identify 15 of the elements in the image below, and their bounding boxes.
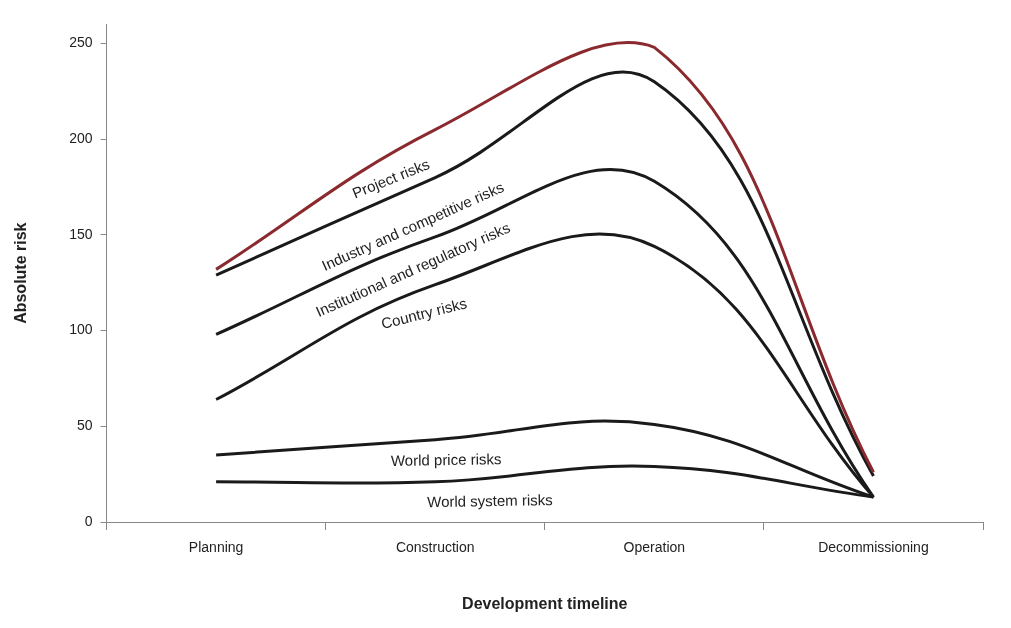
x-axis-title: Development timeline <box>462 594 628 612</box>
y-tick-label: 200 <box>69 130 93 147</box>
y-axis-title: Absolute risk <box>12 222 30 324</box>
series-label: World price risks <box>390 450 502 470</box>
y-tick-label: 0 <box>84 512 93 529</box>
y-tick-label: 250 <box>69 34 93 51</box>
series-label: World system risks <box>427 491 553 511</box>
x-tick-label: Operation <box>623 539 686 556</box>
x-tick-label: Construction <box>395 539 475 556</box>
y-tick-label: 50 <box>76 417 93 434</box>
x-tick-label: Decommissioning <box>818 539 929 556</box>
x-tick-label: Planning <box>188 539 244 556</box>
y-tick-label: 100 <box>69 321 93 338</box>
text: Project risks <box>349 155 432 202</box>
y-tick-label: 150 <box>69 225 93 242</box>
